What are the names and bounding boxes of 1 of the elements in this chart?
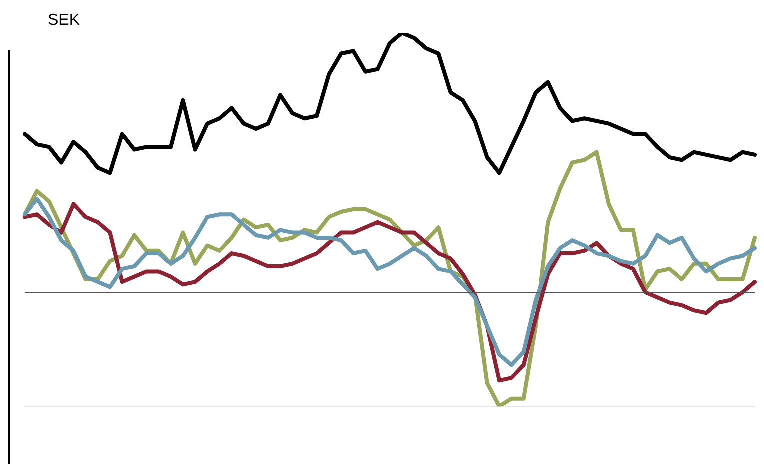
text: SEK <box>48 12 80 30</box>
